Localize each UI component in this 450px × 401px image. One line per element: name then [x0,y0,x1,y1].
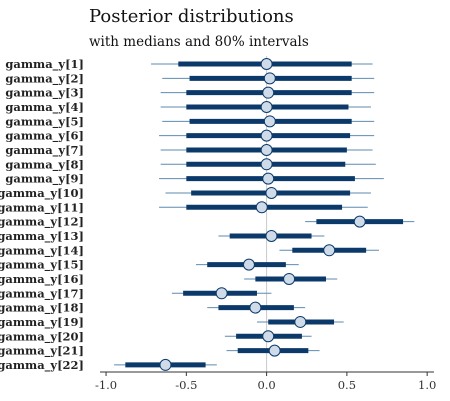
median-point [159,358,172,371]
median-point [263,115,276,128]
plot-area: gamma_y[1]gamma_y[2]gamma_y[3]gamma_y[4]… [0,56,436,392]
y-tick-label: gamma_y[21] [0,344,84,359]
y-tick-label: gamma_y[22] [0,358,84,373]
y-tick-label: gamma_y[8] [5,157,84,172]
x-tick-label: 0.0 [257,378,275,392]
y-tick-label: gamma_y[14] [0,243,84,258]
x-tick-label: 1.0 [418,378,436,392]
median-point [215,287,228,300]
y-tick-label: gamma_y[4] [5,100,84,115]
y-tick-label: gamma_y[6] [5,129,84,144]
median-point [323,244,336,257]
y-tick-label: gamma_y[17] [0,286,84,301]
y-tick-label: gamma_y[7] [5,143,84,158]
chart-title: Posterior distributions [89,6,294,27]
median-point [262,330,275,343]
y-tick-label: gamma_y[20] [0,329,84,344]
y-tick-label: gamma_y[11] [0,200,84,215]
median-point [255,201,268,214]
median-point [294,315,307,328]
median-point [249,301,262,314]
y-tick-label: gamma_y[18] [0,301,84,316]
x-tick-label: 0.5 [338,378,356,392]
median-point [265,229,278,242]
y-tick-label: gamma_y[5] [5,114,84,129]
median-point [260,158,273,171]
median-point [268,344,281,357]
median-point [262,86,275,99]
y-tick-label: gamma_y[19] [0,315,84,330]
y-tick-label: gamma_y[15] [0,258,84,273]
median-point [265,186,278,199]
y-tick-label: gamma_y[12] [0,215,84,230]
median-point [262,172,275,185]
y-tick-label: gamma_y[2] [5,71,84,86]
median-point [260,100,273,113]
y-tick-label: gamma_y[13] [0,229,84,244]
median-point [283,272,296,285]
median-point [260,129,273,142]
median-point [263,72,276,85]
median-point [242,258,255,271]
y-tick-label: gamma_y[10] [0,186,84,201]
y-tick-label: gamma_y[9] [5,172,84,187]
x-tick-label: -0.5 [175,378,197,392]
median-point [260,58,273,70]
y-tick-label: gamma_y[1] [5,57,84,72]
median-point [353,215,366,228]
x-tick-label: -1.0 [95,378,117,392]
chart-subtitle: with medians and 80% intervals [89,34,309,50]
y-tick-label: gamma_y[16] [0,272,84,287]
y-tick-label: gamma_y[3] [5,86,84,101]
median-point [260,143,273,156]
